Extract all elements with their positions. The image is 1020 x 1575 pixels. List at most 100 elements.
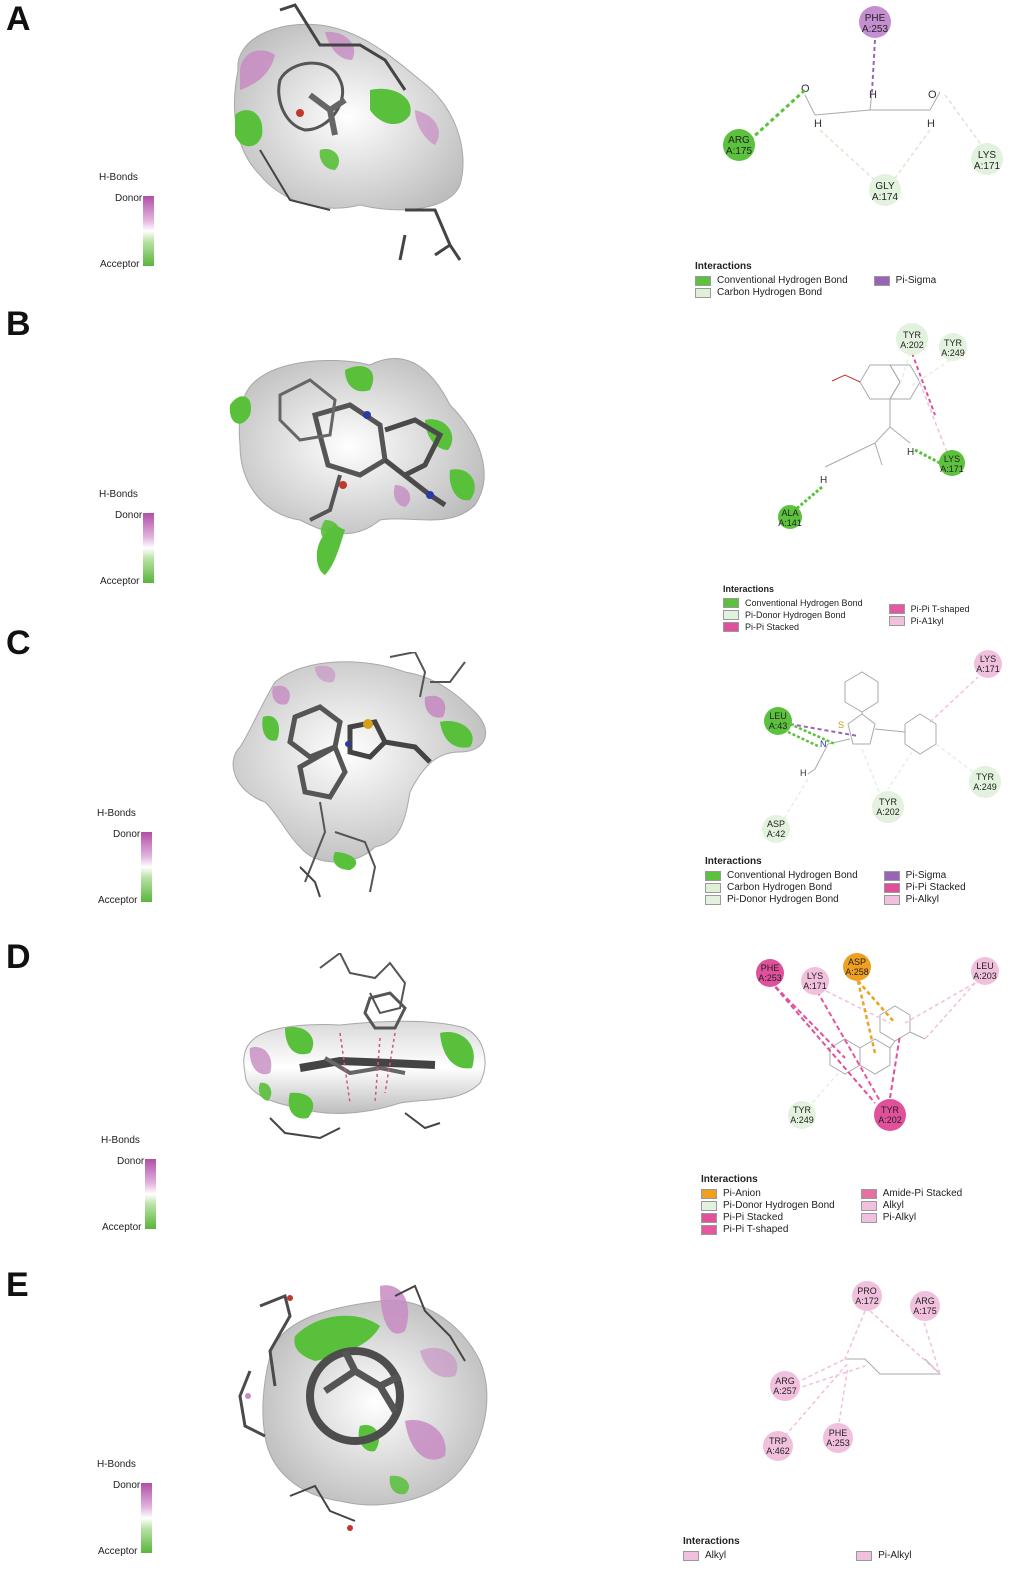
panel-a: A H-Bonds Donor Acceptor O O H H H bbox=[0, 0, 1020, 300]
interaction-entry: Pi-Anion bbox=[701, 1188, 835, 1199]
residue-node: ARG A:175 bbox=[910, 1291, 940, 1321]
interaction-line bbox=[871, 39, 876, 93]
residue-node: TYR A:249 bbox=[939, 333, 967, 361]
interaction-line bbox=[748, 88, 807, 142]
residue-node: LEU A:43 bbox=[764, 707, 792, 735]
residue-node: ASP A:42 bbox=[762, 815, 790, 843]
residue-node: LYS A:171 bbox=[974, 650, 1002, 678]
svg-text:A:253: A:253 bbox=[862, 24, 889, 35]
interaction-line bbox=[904, 982, 976, 1024]
legend-title: H-Bonds bbox=[99, 172, 138, 183]
interaction-line bbox=[795, 1365, 866, 1390]
residue-node: TYR A:249 bbox=[788, 1101, 816, 1129]
residue-node: ARG A:257 bbox=[770, 1371, 800, 1401]
interaction-line bbox=[887, 751, 913, 790]
residue-node: LEU A:203 bbox=[971, 957, 999, 985]
interaction-entry: Carbon Hydrogen Bond bbox=[695, 287, 848, 298]
svg-text:A:249: A:249 bbox=[941, 348, 965, 358]
svg-text:A:253: A:253 bbox=[826, 1438, 850, 1448]
interaction-entry: Carbon Hydrogen Bond bbox=[705, 882, 858, 893]
atom-label: H bbox=[800, 768, 807, 778]
atom-label: O bbox=[801, 83, 810, 95]
svg-text:A:171: A:171 bbox=[974, 161, 1001, 172]
interaction-entry: Pi-Donor Hydrogen Bond bbox=[705, 894, 858, 905]
interaction-entry: Pi-Donor Hydrogen Bond bbox=[701, 1200, 835, 1211]
interaction-entry: Pi-Alkyl bbox=[856, 1550, 911, 1561]
residue-node: GLY A:174 bbox=[869, 174, 901, 206]
svg-text:PHE: PHE bbox=[865, 13, 886, 24]
interaction-line bbox=[944, 94, 986, 151]
svg-text:A:257: A:257 bbox=[773, 1386, 797, 1396]
interaction-entry: Pi-A1kyl bbox=[888, 615, 970, 626]
interactions-legend: Interactions Conventional Hydrogen Bond … bbox=[705, 856, 966, 905]
hbond-gradient-bar bbox=[143, 513, 154, 583]
interaction-line bbox=[919, 382, 949, 456]
svg-text:LEU: LEU bbox=[976, 961, 994, 971]
svg-text:PRO: PRO bbox=[857, 1286, 877, 1296]
hbond-legend: H-Bonds Donor Acceptor bbox=[97, 808, 167, 908]
atom-label: H bbox=[814, 118, 822, 130]
svg-text:LYS: LYS bbox=[807, 971, 823, 981]
hbond-legend: H-Bonds Donor Acceptor bbox=[97, 1459, 167, 1559]
legend-acceptor-label: Acceptor bbox=[100, 259, 140, 270]
panel-letter: C bbox=[6, 624, 31, 662]
binding-pocket-surface bbox=[232, 652, 487, 898]
residue-node: TYR A:202 bbox=[896, 323, 928, 355]
interaction-line bbox=[781, 778, 809, 823]
hbond-legend: H-Bonds Donor Acceptor bbox=[99, 489, 169, 589]
svg-text:TYR: TYR bbox=[879, 797, 898, 807]
svg-text:TYR: TYR bbox=[881, 1105, 900, 1115]
panel-c: C H-Bonds Donor Acceptor S bbox=[0, 624, 1020, 924]
atom-label: H bbox=[907, 447, 914, 458]
interaction-line bbox=[769, 980, 846, 1059]
interaction-entry: Alkyl bbox=[860, 1200, 962, 1211]
svg-text:TYR: TYR bbox=[903, 330, 922, 340]
svg-text:A:249: A:249 bbox=[790, 1115, 814, 1125]
interactions-legend: Interactions Conventional Hydrogen Bond … bbox=[695, 261, 936, 298]
interactions-legend: Interactions Conventional Hydrogen Bond … bbox=[723, 584, 969, 632]
svg-text:GLY: GLY bbox=[875, 181, 895, 192]
svg-text:TRP: TRP bbox=[769, 1436, 787, 1446]
svg-text:A:141: A:141 bbox=[778, 518, 802, 528]
interaction-entry: Conventional Hydrogen Bond bbox=[695, 275, 848, 286]
interaction-line bbox=[794, 485, 823, 512]
interaction-line bbox=[861, 748, 881, 795]
interaction-entry: Alkyl bbox=[683, 1550, 726, 1561]
interaction-line bbox=[909, 359, 951, 388]
panel-letter: A bbox=[6, 0, 31, 38]
interactions-title: Interactions bbox=[683, 1536, 740, 1547]
atom-label: H bbox=[927, 118, 935, 130]
svg-text:A:42: A:42 bbox=[767, 829, 786, 839]
svg-text:ASP: ASP bbox=[848, 957, 866, 967]
svg-text:LEU: LEU bbox=[769, 711, 787, 721]
interaction-entry: Amide-Pi Stacked bbox=[860, 1188, 962, 1199]
atom-label: S bbox=[838, 720, 844, 730]
interaction-line bbox=[816, 990, 881, 1102]
legend-title: H-Bonds bbox=[97, 1459, 136, 1470]
binding-pocket-surface bbox=[233, 3, 464, 261]
svg-text:A:43: A:43 bbox=[769, 721, 788, 731]
interactions-title: Interactions bbox=[705, 856, 762, 867]
legend-donor-label: Donor bbox=[113, 1480, 141, 1491]
svg-text:A:249: A:249 bbox=[973, 782, 997, 792]
hbond-legend: H-Bonds Donor Acceptor bbox=[101, 1135, 171, 1235]
residue-node: ARG A:175 bbox=[723, 129, 755, 161]
interaction-line bbox=[889, 129, 931, 186]
interaction-line bbox=[837, 1365, 849, 1430]
interaction-line bbox=[869, 1310, 941, 1375]
legend-donor-label: Donor bbox=[115, 510, 143, 521]
svg-text:TYR: TYR bbox=[976, 772, 995, 782]
interaction-diagram-2d: O O H H H PHE A:253 ARG A:175 GLY A:174 … bbox=[723, 6, 1003, 206]
residue-node: PHE A:253 bbox=[823, 1423, 853, 1453]
legend-donor-label: Donor bbox=[117, 1156, 145, 1167]
hbond-gradient-bar bbox=[143, 196, 154, 266]
interaction-line bbox=[889, 1034, 901, 1099]
hbond-gradient-bar bbox=[141, 832, 152, 902]
residue-node: LYS A:171 bbox=[939, 450, 965, 476]
svg-text:A:171: A:171 bbox=[940, 464, 964, 474]
interaction-line bbox=[899, 352, 911, 386]
interaction-diagram-2d: S N H LYS A:171 LEU A:43 TYR A:249 TY bbox=[762, 650, 1002, 843]
svg-text:ARG: ARG bbox=[775, 1376, 795, 1386]
hbond-legend: H-Bonds Donor Acceptor bbox=[99, 172, 169, 272]
svg-text:A:253: A:253 bbox=[758, 973, 782, 983]
